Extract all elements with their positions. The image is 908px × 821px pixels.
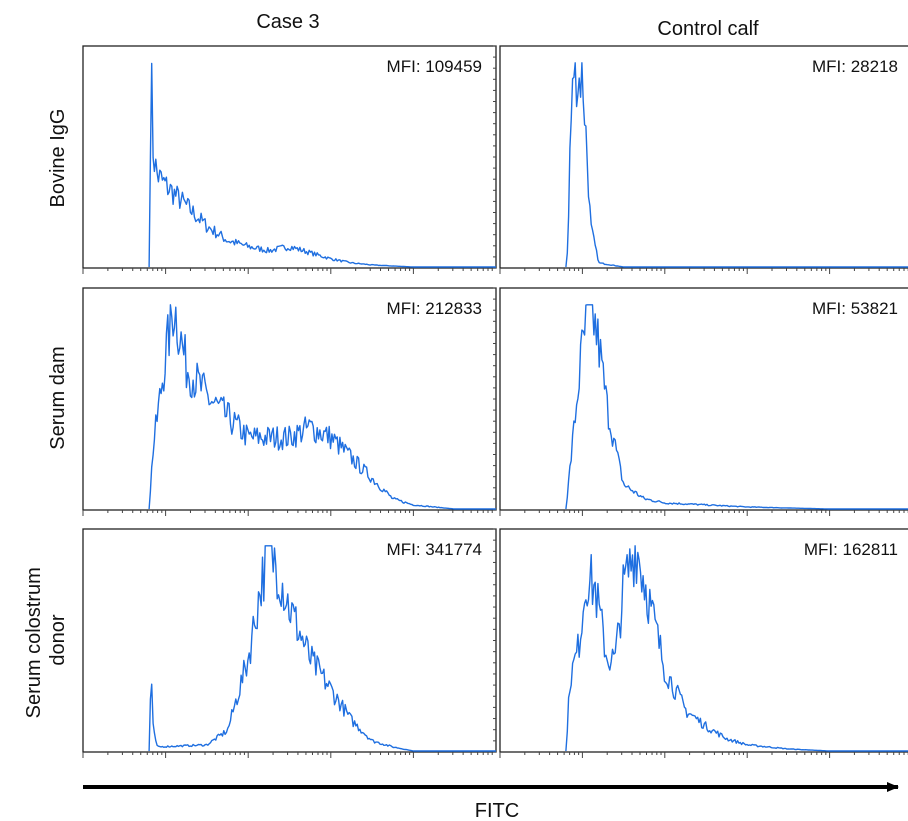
panel-frame-bovine-igg-control (499, 45, 908, 269)
histogram-trace-bovine-igg-case3 (148, 62, 496, 268)
row-label-bovine-igg: Bovine IgG (47, 109, 69, 208)
row-label-serum-dam: Serum dam (47, 346, 69, 449)
mfi-label-serum-colostrum-donor-case3: MFI: 341774 (387, 540, 482, 559)
mfi-label-serum-colostrum-donor-control: MFI: 162811 (804, 540, 898, 559)
panel-frame-serum-colostrum-donor-case3 (82, 528, 497, 753)
panel-frame-serum-dam-case3 (82, 287, 497, 511)
histogram-trace-bovine-igg-control (565, 62, 908, 268)
histogram-panels: MFI: 109459 MFI: 28218 MFI: 212833 MFI: 538… (82, 45, 908, 758)
histogram-trace-serum-colostrum-donor-control (565, 545, 908, 752)
histogram-trace-serum-dam-case3 (148, 304, 496, 510)
histogram-trace-serum-colostrum-donor-case3 (148, 545, 496, 752)
x-ticks-bovine-igg-control (499, 268, 908, 274)
panel-frame-serum-colostrum-donor-control (499, 528, 908, 753)
panel-frame-serum-dam-control (499, 287, 908, 511)
x-ticks-serum-dam-control (499, 510, 908, 516)
x-ticks-serum-dam-case3 (82, 287, 496, 516)
histogram-trace-serum-dam-control (565, 304, 908, 510)
x-ticks-serum-colostrum-donor-case3 (82, 528, 496, 758)
mfi-label-serum-dam-case3: MFI: 212833 (387, 299, 482, 318)
x-ticks-bovine-igg-case3 (82, 45, 496, 274)
row-label-serum-colostrum-donor: Serum colostrum donor (23, 562, 69, 719)
mfi-label-bovine-igg-control: MFI: 28218 (812, 57, 898, 76)
column-title-control-calf: Control calf (657, 18, 759, 40)
x-axis-title-fitc: FITC (475, 800, 519, 821)
x-ticks-serum-colostrum-donor-control (499, 752, 908, 758)
mfi-label-bovine-igg-case3: MFI: 109459 (387, 57, 482, 76)
column-title-case-3: Case 3 (256, 11, 319, 33)
panel-frame-bovine-igg-case3 (82, 45, 497, 269)
mfi-label-serum-dam-control: MFI: 53821 (812, 299, 898, 318)
